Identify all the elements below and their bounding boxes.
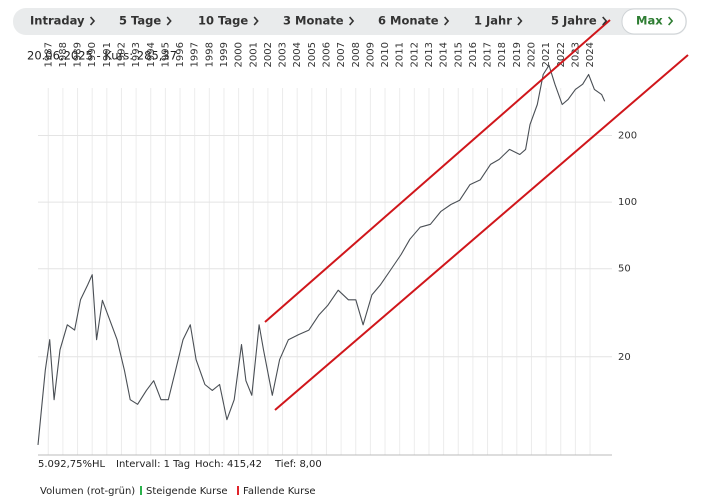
tab[interactable]: 1 Jahr [474, 14, 512, 28]
tab-chevron [253, 16, 259, 26]
x-tick-label: 2008 [351, 42, 362, 67]
tab-chevron [166, 16, 172, 26]
falling-swatch [237, 486, 239, 495]
x-tick-label: 2002 [263, 42, 274, 67]
tab-chevron [349, 16, 355, 26]
x-tick-label: 1990 [87, 42, 98, 67]
x-tick-label: 2001 [248, 42, 259, 67]
hl: 5.092,75%HL [38, 459, 106, 470]
x-tick-label: 2007 [336, 42, 347, 67]
tab[interactable]: 6 Monate [378, 14, 439, 28]
rising-swatch [140, 486, 142, 495]
x-tick-label: 1988 [58, 42, 69, 67]
x-tick-label: 2005 [307, 42, 318, 67]
x-tick-label: 1998 [204, 42, 215, 67]
x-tick-label: 2013 [424, 42, 435, 67]
tab[interactable]: Intraday [30, 14, 85, 28]
interval: Intervall: 1 Tag [116, 459, 190, 470]
x-tick-label: 1987 [43, 42, 54, 67]
x-tick-label: 1995 [160, 42, 171, 67]
tab-active-bg [621, 8, 687, 35]
tab[interactable]: Max [636, 14, 663, 28]
x-tick-label: 2000 [234, 42, 245, 67]
x-tick-label: 2012 [409, 42, 420, 67]
x-tick-label: 2006 [321, 42, 332, 67]
rising-label: Steigende Kurse [146, 486, 228, 497]
x-tick-label: 2021 [541, 42, 552, 67]
x-tick-label: 2017 [483, 42, 494, 67]
x-tick-label: 2004 [292, 42, 303, 67]
x-tick-label: 1989 [73, 42, 84, 67]
tab-chevron [444, 16, 450, 26]
tab[interactable]: 5 Jahre [551, 14, 597, 28]
tab-chevron [602, 16, 608, 26]
trend-line-upper [264, 19, 611, 323]
x-tick-label: 1997 [190, 42, 201, 67]
x-tick-label: 2018 [497, 42, 508, 67]
x-tick-label: 2009 [365, 42, 376, 67]
quote: 20.06.2025 - Kurs: 285,37 [27, 49, 177, 63]
y-tick-label: 20 [618, 352, 631, 363]
trend-line-lower [274, 54, 689, 411]
volume-label: Volumen (rot-grün) [40, 486, 135, 497]
x-tick-label: 2024 [585, 42, 596, 67]
tab[interactable]: 10 Tage [198, 14, 248, 28]
x-tick-label: 1993 [131, 42, 142, 67]
y-tick-label: 50 [618, 264, 631, 275]
tab-chevron [89, 16, 96, 26]
x-tick-label: 2019 [512, 42, 523, 67]
y-tick-label: 200 [618, 130, 637, 141]
x-tick-label: 2016 [468, 42, 479, 67]
x-tick-label: 2020 [526, 42, 537, 67]
x-tick-label: 1992 [116, 42, 127, 67]
x-tick-label: 2014 [439, 42, 450, 67]
x-tick-label: 2011 [395, 42, 406, 67]
x-tick-label: 1994 [146, 42, 157, 67]
tab[interactable]: 3 Monate [283, 14, 344, 28]
x-tick-label: 2003 [278, 42, 289, 67]
x-tick-label: 2022 [556, 42, 567, 67]
x-tick-label: 2010 [380, 42, 391, 67]
y-tick-label: 100 [618, 197, 637, 208]
tab[interactable]: 5 Tage [119, 14, 161, 28]
x-tick-label: 1991 [102, 42, 113, 67]
x-tick-label: 1996 [175, 42, 186, 67]
x-tick-label: 2023 [570, 42, 581, 67]
high: Hoch: 415,42 [195, 459, 262, 470]
falling-label: Fallende Kurse [243, 486, 316, 497]
low: Tief: 8,00 [274, 459, 322, 470]
price-line [37, 64, 606, 445]
tab-bar [13, 8, 687, 35]
x-tick-label: 1999 [219, 42, 230, 67]
x-tick-label: 2015 [453, 42, 464, 67]
tab-chevron [517, 16, 523, 26]
tab-chevron [668, 16, 674, 26]
